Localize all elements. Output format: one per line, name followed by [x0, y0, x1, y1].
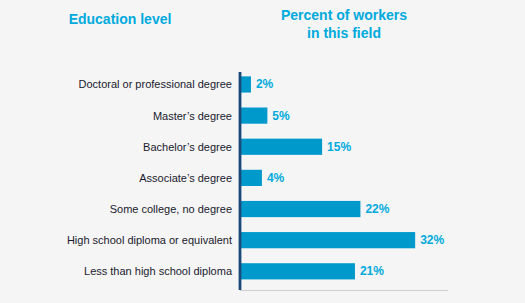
data-label: 2%: [256, 77, 274, 91]
chart: Education level Percent of workersin this…: [0, 0, 525, 303]
bar: [240, 139, 322, 155]
bars: [240, 76, 415, 279]
data-label: 22%: [365, 202, 389, 216]
bar: [240, 108, 267, 124]
divider: [239, 72, 242, 290]
data-label: 5%: [272, 109, 290, 123]
category-label: Bachelor’s degree: [143, 141, 232, 153]
chart-container: Education level Percent of workersin this…: [0, 0, 525, 303]
data-label: 4%: [267, 171, 285, 185]
background: [0, 0, 525, 303]
bar: [240, 76, 251, 92]
bar: [240, 170, 262, 186]
data-label: 21%: [360, 264, 384, 278]
data-label: 32%: [420, 233, 444, 247]
category-label: Associate’s degree: [139, 172, 232, 184]
bar: [240, 232, 415, 248]
data-label: 15%: [327, 140, 351, 154]
bar: [240, 201, 360, 217]
x-axis-line: [240, 290, 448, 291]
bar: [240, 263, 355, 279]
category-label: Master’s degree: [153, 110, 232, 122]
category-label: High school diploma or equivalent: [67, 234, 232, 246]
category-label: Doctoral or professional degree: [79, 78, 232, 90]
category-label: Less than high school diploma: [84, 265, 233, 277]
category-label: Some college, no degree: [110, 203, 232, 215]
x-axis-label: Percent of workersin this field: [281, 7, 407, 41]
y-axis-label: Education level: [69, 11, 172, 27]
